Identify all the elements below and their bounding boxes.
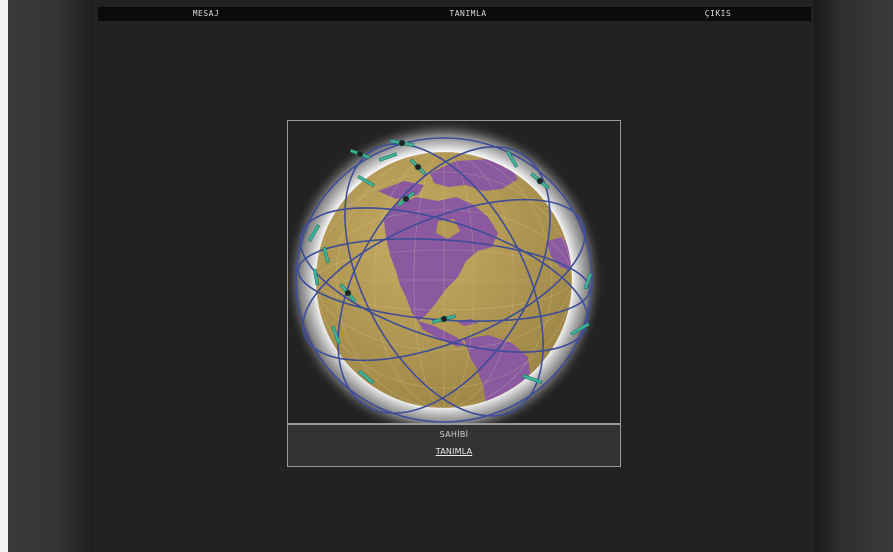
nav-cikis-link[interactable]: ÇIKIS <box>704 9 732 18</box>
satellites <box>307 139 593 385</box>
globe-image-frame <box>287 120 621 424</box>
owner-panel: SAHİBİ TANIMLA <box>287 424 621 467</box>
main-content: MESAJ TANIMLA ÇIKIS <box>94 0 814 552</box>
nav-mesaj-link[interactable]: MESAJ <box>192 9 220 18</box>
globe-grid <box>316 152 572 408</box>
right-side-panel <box>814 0 893 552</box>
left-gutter <box>0 0 8 552</box>
top-nav-bar: MESAJ TANIMLA ÇIKIS <box>98 7 811 21</box>
satellite-globe-illustration <box>288 121 604 423</box>
nav-tanimla-link[interactable]: TANIMLA <box>449 9 487 18</box>
left-side-panel <box>8 0 94 552</box>
owner-label: SAHİBİ <box>439 430 469 439</box>
continents <box>378 159 572 408</box>
owner-define-link[interactable]: TANIMLA <box>435 447 473 456</box>
